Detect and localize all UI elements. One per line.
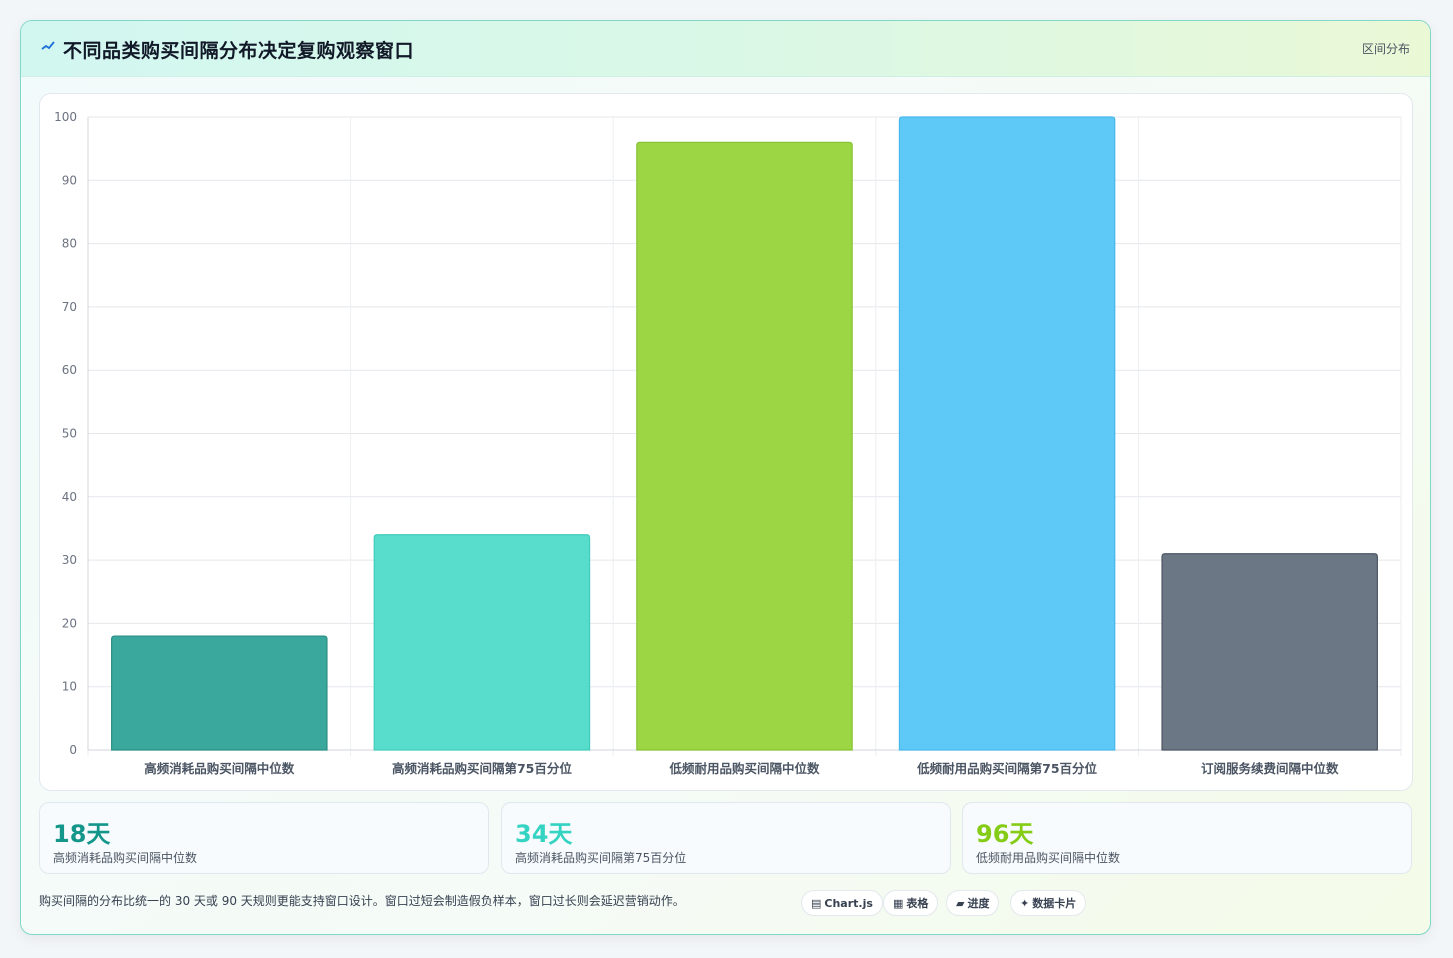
kpi-label: 高频消耗品购买间隔第75百分位: [515, 851, 687, 865]
chart-panel: 0 10 20 30 40 50 60 70 80 90 100 高频消耗品购买间隔中位数 高频消耗品购…: [39, 93, 1413, 791]
kpi-card-2: 34天 高频消耗品购买间隔第75百分位: [501, 802, 951, 874]
pill-label: 进度: [967, 897, 990, 910]
y-tick-label: 80: [62, 237, 77, 251]
kpi-label: 高频消耗品购买间隔中位数: [53, 851, 198, 865]
y-tick-label: 10: [62, 680, 77, 694]
y-tick-label: 0: [69, 743, 77, 757]
pill-label: 数据卡片: [1032, 897, 1077, 910]
bar: [1161, 553, 1378, 751]
x-tick-label: 高频消耗品购买间隔中位数: [144, 761, 295, 776]
x-tick-label: 订阅服务续费间隔中位数: [1201, 761, 1339, 776]
bar: [898, 116, 1116, 751]
y-tick-label: 70: [62, 300, 77, 314]
kpi-label: 低频耐用品购买间隔中位数: [976, 851, 1121, 865]
y-tick-label: 50: [62, 427, 77, 441]
kpi-value: 34天: [515, 820, 573, 848]
pill-label: Chart.js: [824, 897, 873, 910]
bar: [373, 534, 591, 751]
card-header: 不同品类购买间隔分布决定复购观察窗口 区间分布: [21, 21, 1430, 77]
insight-note: 购买间隔的分布比统一的 30 天或 90 天规则更能支持窗口设计。窗口过短会制造…: [39, 894, 685, 908]
y-tick-label: 40: [62, 490, 77, 504]
pill-chartjs[interactable]: ▤ Chart.js: [801, 890, 883, 916]
x-tick-label: 低频耐用品购买间隔中位数: [668, 761, 820, 776]
kpi-card-1: 18天 高频消耗品购买间隔中位数: [39, 802, 489, 874]
y-tick-label: 30: [62, 553, 77, 567]
y-tick-label: 20: [62, 616, 77, 630]
bar: [636, 141, 853, 751]
kpi-value: 18天: [53, 820, 111, 848]
chart-card: 不同品类购买间隔分布决定复购观察窗口 区间分布 0 10 20 30 40 50 60 70 8…: [20, 20, 1431, 935]
x-tick-label: 低频耐用品购买间隔第75百分位: [916, 761, 1097, 776]
sparkle-icon: ✦: [1020, 897, 1030, 910]
y-tick-label: 90: [62, 173, 77, 187]
table-icon: ▦: [893, 897, 904, 910]
chart-icon: ▤: [811, 897, 822, 910]
pill-table[interactable]: ▦ 表格: [883, 890, 939, 916]
pill-data-card[interactable]: ✦ 数据卡片: [1010, 890, 1087, 916]
bar: [111, 635, 328, 751]
kpi-card-3: 96天 低频耐用品购买间隔中位数: [962, 802, 1412, 874]
x-tick-label: 高频消耗品购买间隔第75百分位: [392, 761, 572, 776]
pill-label: 表格: [906, 897, 929, 910]
y-tick-label: 100: [54, 110, 77, 124]
chart-type-tag: 区间分布: [1361, 42, 1410, 56]
bar-chart: 0 10 20 30 40 50 60 70 80 90 100 高频消耗品购买间隔中位数 高频消耗品购…: [54, 110, 1402, 776]
kpi-value: 96天: [976, 820, 1034, 848]
y-tick-label: 60: [62, 363, 77, 377]
progress-icon: ▰: [956, 897, 965, 910]
pill-progress[interactable]: ▰ 进度: [946, 890, 1000, 916]
trend-icon: [41, 41, 55, 50]
page-title: 不同品类购买间隔分布决定复购观察窗口: [63, 40, 415, 62]
